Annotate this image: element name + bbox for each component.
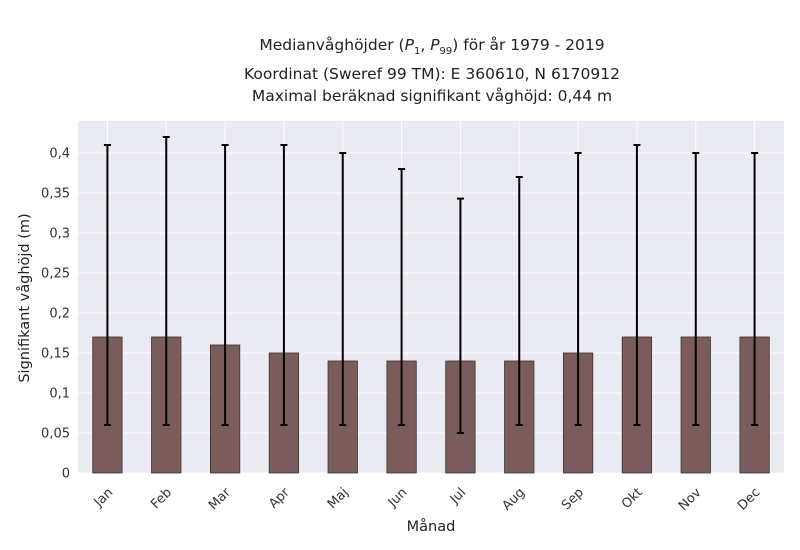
- y-tick-label: 0,05: [41, 427, 70, 442]
- x-tick-label: Nov: [676, 485, 705, 514]
- chart-title-line-2: Koordinat (Sweref 99 TM): E 360610, N 61…: [244, 65, 620, 84]
- title-suffix: ) för år 1979 - 2019: [452, 36, 605, 54]
- y-tick-label: 0,25: [41, 267, 70, 282]
- x-tick-label: Jan: [91, 485, 116, 510]
- error-bar-dec: [751, 152, 759, 426]
- title-prefix: Medianvåghöjder (: [259, 36, 405, 54]
- title-separator: ,: [420, 36, 431, 54]
- y-tick-label: 0: [62, 467, 70, 482]
- chart-title-line-3: Maximal beräknad signifikant våghöjd: 0,…: [251, 87, 613, 106]
- x-tick-label: Maj: [325, 485, 352, 512]
- error-bar-maj: [339, 152, 347, 426]
- error-bar-jan: [103, 144, 111, 426]
- y-tick-label: 0,3: [49, 227, 70, 242]
- x-tick-label: Dec: [735, 485, 763, 513]
- y-axis-label: Signifikant våghöjd (m): [16, 213, 33, 382]
- error-bar-mar: [221, 144, 229, 426]
- x-tick-label: Apr: [266, 485, 293, 512]
- x-tick-label: Okt: [619, 485, 646, 512]
- p-low-subscript: 1: [413, 46, 421, 58]
- error-bar-nov: [692, 152, 700, 426]
- error-bar-sep: [574, 152, 582, 426]
- error-bar-okt: [633, 144, 641, 426]
- p-high-symbol: P: [430, 36, 440, 54]
- error-bar-jul: [456, 197, 464, 434]
- chart-title: Medianvåghöjder (P1, P99) för år 1979 - …: [64, 34, 800, 107]
- chart-title-line-1: Medianvåghöjder (P1, P99) för år 1979 - …: [64, 34, 800, 63]
- error-bar-aug: [515, 176, 523, 426]
- x-tick-label: Mar: [206, 485, 234, 513]
- x-tick-label: Feb: [148, 485, 175, 512]
- x-axis-label: Månad: [407, 518, 456, 535]
- x-tick-label: Jun: [385, 485, 411, 511]
- y-tick-label: 0,35: [41, 187, 70, 202]
- plot-area: [78, 121, 784, 473]
- error-bar-feb: [162, 136, 170, 426]
- x-tick-label: Aug: [500, 485, 529, 514]
- y-tick-label: 0,1: [49, 387, 70, 402]
- y-tick-label: 0,15: [41, 347, 70, 362]
- y-tick-labels: 0 0,05 0,1 0,15 0,2 0,25 0,3 0,35 0,4: [41, 147, 70, 482]
- p-high-subscript: 99: [439, 46, 453, 58]
- y-tick-label: 0,4: [49, 147, 70, 162]
- error-bar-apr: [280, 144, 288, 426]
- p-low-symbol: P: [404, 36, 414, 54]
- x-tick-label: Jul: [447, 485, 469, 507]
- error-bars: [103, 136, 759, 434]
- x-tick-label: Sep: [559, 485, 587, 513]
- y-tick-label: 0,2: [49, 307, 70, 322]
- x-tick-labels: Jan Feb Mar Apr Maj Jun Jul Aug Sep Okt Nov Dec: [91, 485, 764, 514]
- error-bar-jun: [398, 168, 406, 426]
